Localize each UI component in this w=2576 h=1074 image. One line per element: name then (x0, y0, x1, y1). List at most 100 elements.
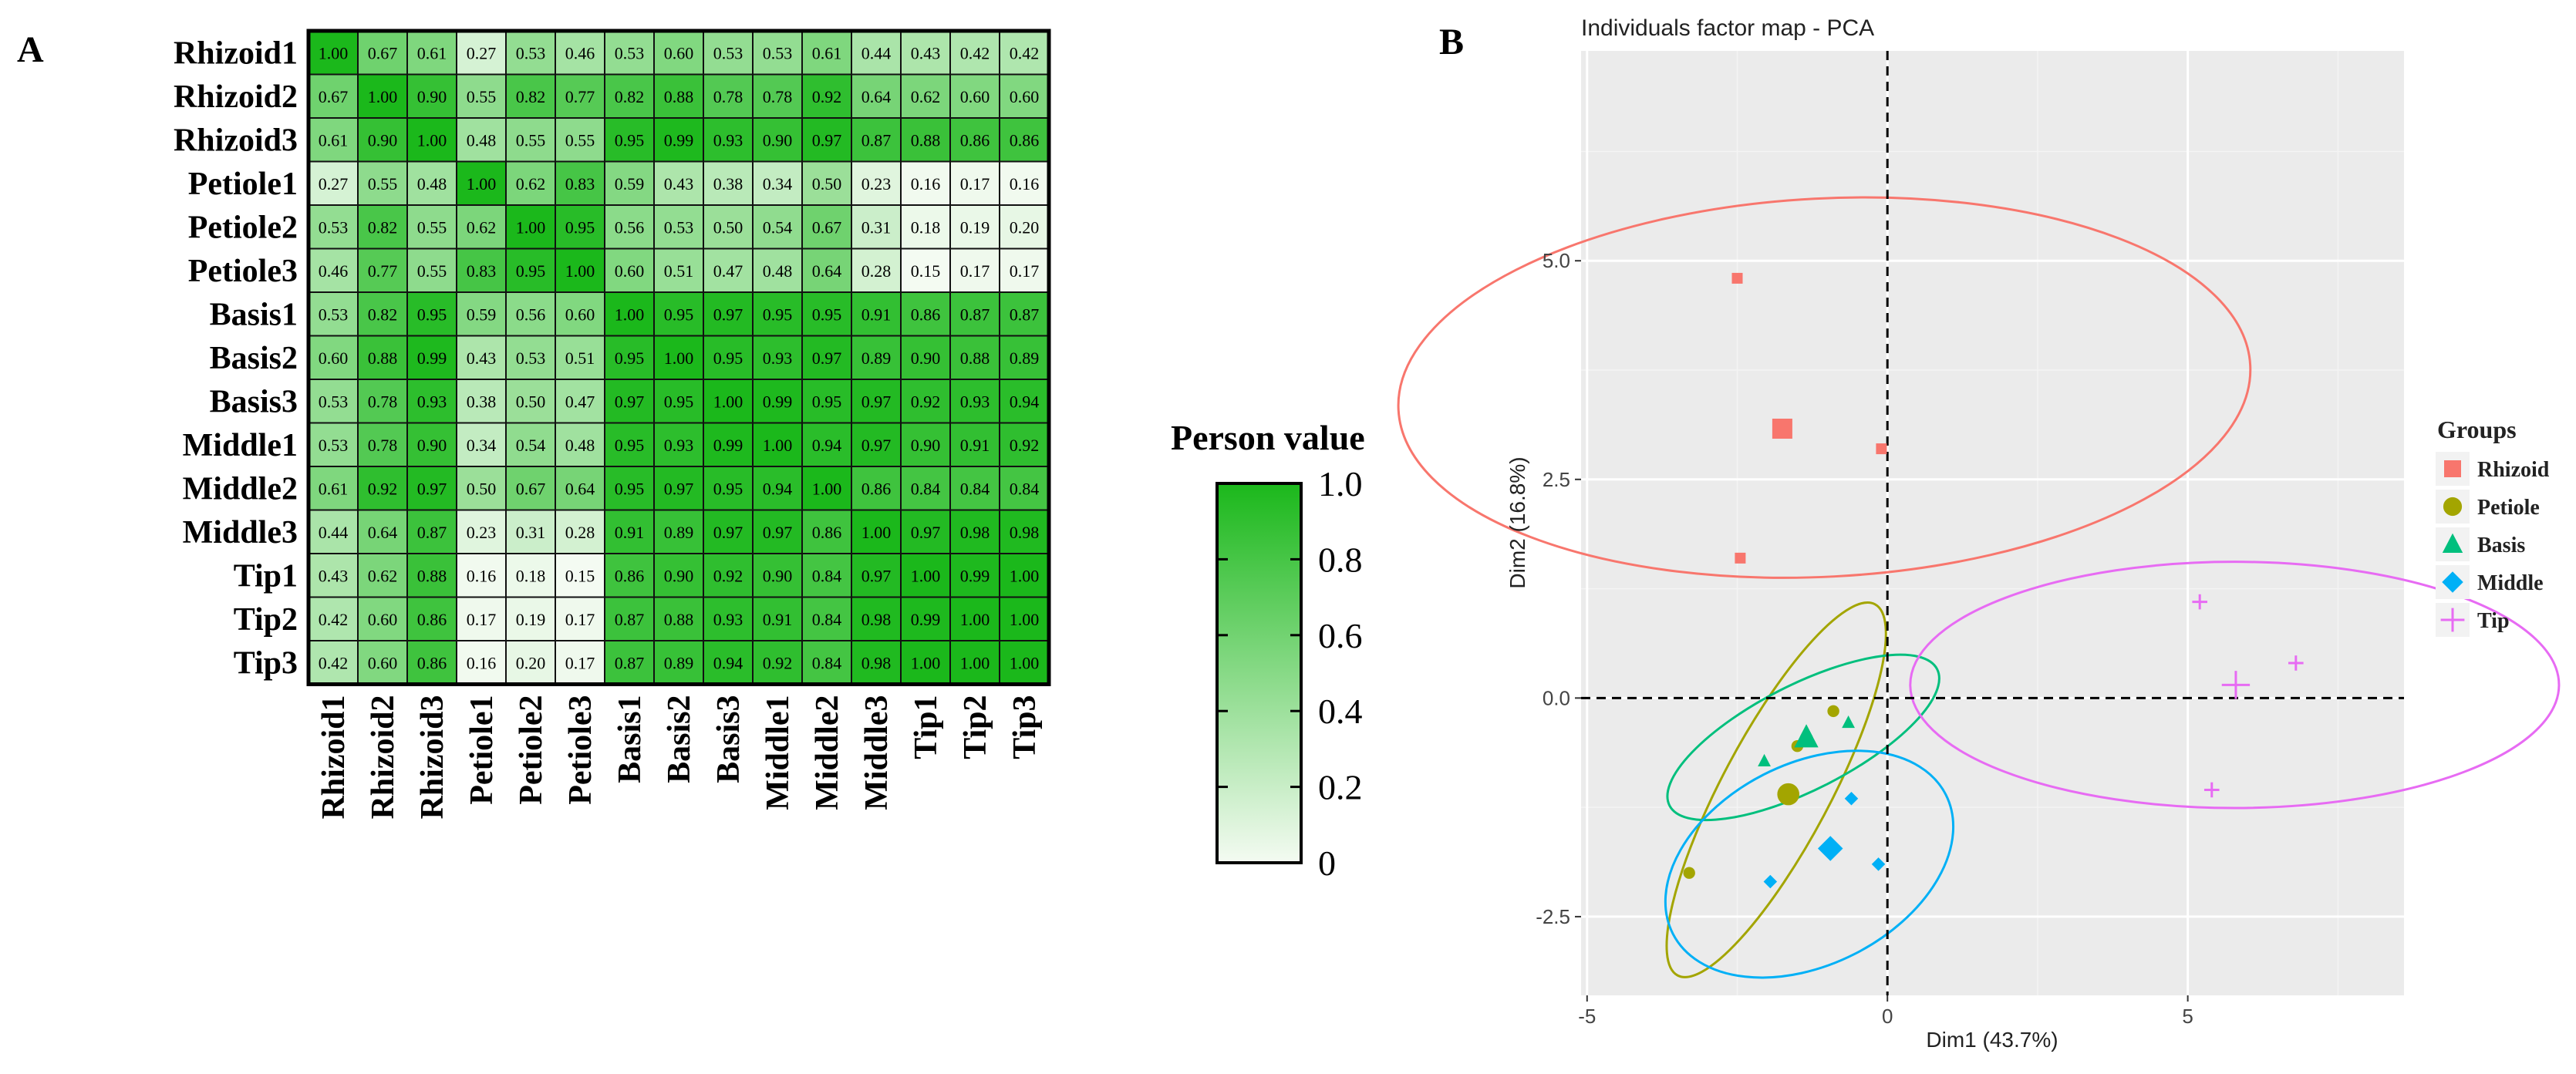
heatmap-cell (851, 379, 902, 424)
heatmap-cell (357, 379, 408, 424)
heatmap-value: 0.86 (1010, 130, 1040, 150)
colorbar-tick-label: 0 (1318, 843, 1336, 883)
heatmap-value: 0.62 (368, 566, 398, 585)
heatmap-value: 0.84 (1010, 479, 1040, 498)
heatmap-value: 0.64 (565, 479, 595, 498)
heatmap-value: 0.53 (319, 305, 349, 324)
colorbar-tick-label: 0.4 (1318, 692, 1363, 731)
heatmap-cell (653, 553, 704, 598)
heatmap-value: 0.99 (713, 436, 743, 455)
heatmap-value: 0.78 (763, 87, 793, 106)
heatmap-cell (900, 553, 951, 598)
heatmap-value: 0.86 (812, 523, 842, 542)
heatmap-value: 0.61 (417, 43, 447, 62)
heatmap-value: 0.98 (960, 523, 990, 542)
legend-title: Groups (2437, 416, 2517, 443)
heatmap-value: 0.16 (1010, 174, 1040, 194)
heatmap-cell (900, 422, 951, 467)
heatmap-value: 0.90 (417, 87, 447, 106)
colorbar-bar (1216, 482, 1303, 864)
heatmap-value: 0.97 (812, 348, 842, 368)
heatmap-value: 0.99 (763, 392, 793, 411)
heatmap-value: 0.50 (812, 174, 842, 194)
heatmap-value: 0.55 (516, 130, 546, 150)
heatmap-cell (406, 379, 457, 424)
heatmap-cell (653, 160, 704, 206)
heatmap-cell (653, 509, 704, 554)
heatmap-cell (604, 596, 655, 641)
heatmap-cell (653, 422, 704, 467)
heatmap-cell (801, 553, 852, 598)
heatmap-value: 0.50 (467, 479, 497, 498)
y-tick-label: -2.5 (1536, 905, 1570, 928)
heatmap-value: 0.99 (960, 566, 990, 585)
legend-item: Tip (2436, 603, 2510, 637)
heatmap-value: 0.77 (565, 87, 595, 106)
heatmap-cell (900, 291, 951, 337)
heatmap-value: 0.55 (417, 217, 447, 237)
heatmap-value: 0.83 (467, 261, 497, 281)
heatmap-value: 0.78 (368, 392, 398, 411)
heatmap-cell (505, 160, 556, 206)
row-label: Basis2 (210, 341, 298, 376)
heatmap-value: 0.23 (861, 174, 892, 194)
heatmap-value: 0.90 (664, 566, 694, 585)
heatmap-cell (604, 73, 655, 119)
column-label: Tip2 (958, 695, 993, 759)
heatmap-value: 0.95 (664, 305, 694, 324)
column-label: Basis3 (711, 695, 747, 783)
heatmap-value: 0.97 (713, 305, 743, 324)
heatmap-value: 1.00 (664, 348, 694, 368)
heatmap-value: 0.19 (960, 217, 990, 237)
heatmap-value: 0.34 (467, 436, 497, 455)
heatmap-cell (653, 30, 704, 76)
data-point (2192, 594, 2207, 610)
heatmap-cell (851, 596, 902, 641)
heatmap-cell (505, 466, 556, 511)
heatmap-value: 0.97 (763, 523, 793, 542)
data-point (1731, 272, 1743, 284)
heatmap-value: 0.98 (861, 610, 892, 629)
heatmap-value: 0.20 (1010, 217, 1040, 237)
heatmap-cell (555, 640, 605, 685)
heatmap-value: 0.86 (911, 305, 941, 324)
heatmap-cell (851, 73, 902, 119)
heatmap-value: 0.93 (417, 392, 447, 411)
pca-y-label: Dim2 (16.8%) (1505, 456, 1529, 588)
heatmap-cell (406, 335, 457, 380)
x-tick-label: -5 (1578, 1005, 1596, 1028)
heatmap-value: 0.90 (368, 130, 398, 150)
legend-item: Basis (2436, 527, 2525, 561)
heatmap-cell (949, 509, 1000, 554)
column-label: Rhizoid2 (366, 695, 401, 820)
heatmap-value: 0.86 (861, 479, 892, 498)
heatmap-cell (357, 640, 408, 685)
heatmap-cell (801, 466, 852, 511)
heatmap-cell (752, 466, 803, 511)
heatmap-value: 0.60 (960, 87, 990, 106)
column-label: Rhizoid3 (415, 695, 450, 820)
heatmap-value: 0.64 (861, 87, 892, 106)
heatmap-value: 0.18 (516, 566, 546, 585)
heatmap-cell (604, 422, 655, 467)
heatmap-value: 0.95 (516, 261, 546, 281)
row-label: Middle1 (183, 428, 298, 463)
heatmap-value: 0.84 (960, 479, 990, 498)
heatmap-cell (456, 596, 507, 641)
heatmap-value: 0.53 (319, 217, 349, 237)
data-point (1871, 857, 1886, 871)
heatmap-value: 0.88 (960, 348, 990, 368)
heatmap-value: 0.42 (319, 610, 349, 629)
data-point (1763, 874, 1778, 889)
group-ellipse (1666, 653, 1940, 822)
row-label: Middle3 (183, 515, 298, 550)
heatmap-value: 0.16 (467, 653, 497, 672)
heatmap-value: 0.95 (615, 348, 645, 368)
heatmap-cell (456, 160, 507, 206)
heatmap-value: 0.34 (763, 174, 793, 194)
heatmap-cell (949, 247, 1000, 293)
heatmap-value: 0.62 (467, 217, 497, 237)
heatmap-cell (949, 160, 1000, 206)
heatmap-cell (406, 247, 457, 293)
